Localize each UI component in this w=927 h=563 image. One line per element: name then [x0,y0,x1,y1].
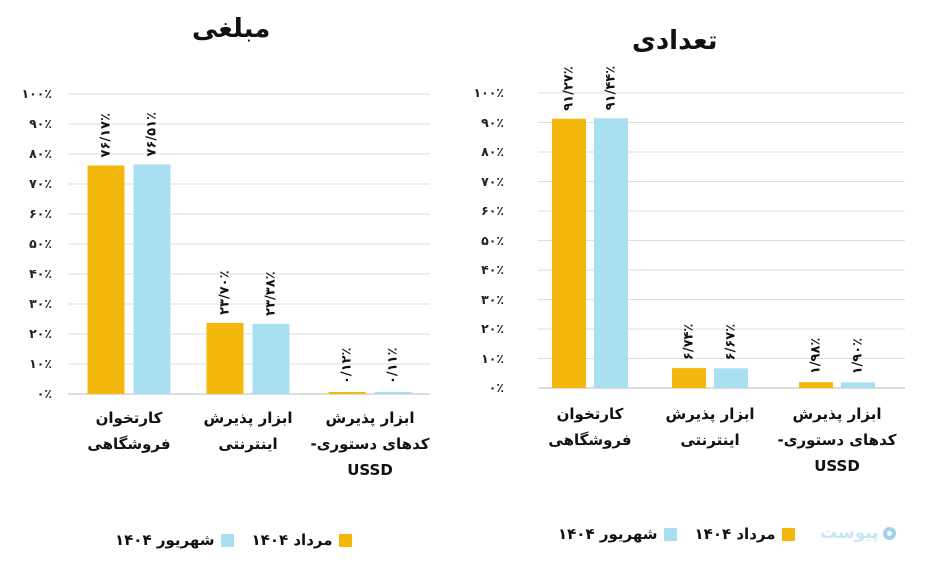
y-tick-label: ۹۰٪ [29,116,52,131]
chart-title: مبلغی [192,14,271,44]
y-tick-label: ۰٪ [488,380,504,395]
chart-plot: ۷۶/۱۷٪ ۷۶/۵۱٪ ۲۳/۷۰٪ ۲۳/۳۸٪ ۰/۱۲٪ ۰/۱۱٪ [68,93,430,395]
legend: مرداد ۱۴۰۴ شهریور ۱۴۰۴ [558,525,795,543]
bar [594,118,628,388]
category-label: کارتخوان فروشگاهی [69,405,189,457]
bar [672,368,706,388]
legend-item-series-2: شهریور ۱۴۰۴ [115,531,234,549]
data-label: ۲۳/۳۸٪ [264,271,279,315]
data-label: ۹۱/۴۴٪ [604,66,619,110]
legend-label: مرداد ۱۴۰۴ [251,531,333,549]
legend-swatch [663,527,677,541]
legend-item-series-1: مرداد ۱۴۰۴ [695,525,795,543]
category-label-line: ابزار پذیرش [325,409,415,427]
category-label-line: ابزار پذیرش [665,405,755,423]
legend-swatch [220,533,234,547]
y-tick-label: ۳۰٪ [481,291,504,307]
y-tick-label: ۷۰٪ [29,176,52,191]
legend: مرداد ۱۴۰۴ شهریور ۱۴۰۴ [115,531,352,549]
y-tick-label: ۱۰۰٪ [473,85,504,100]
watermark-text: پیوست [820,523,879,543]
data-label: ۲۳/۷۰٪ [218,270,233,314]
category-label-line: USSD [347,461,393,479]
y-tick-label: ۴۰٪ [481,262,504,277]
y-tick-label: ۱۰٪ [481,350,504,366]
y-tick-label: ۰٪ [36,386,52,401]
bar [552,118,586,388]
data-label: ۰/۱۱٪ [386,347,401,384]
category-label: کارتخوان فروشگاهی [530,401,650,453]
category-label: ابزار پذیرش کدهای دستوری- USSD [777,401,897,479]
chart-amount: مبلغی ۰٪ ۱۰٪ ۲۰٪ ۳۰٪ ۴۰٪ ۵۰٪ ۶۰٪ ۷۰٪ ۸۰٪ ۹۰٪ ۱۰۰٪ … [0,0,460,563]
y-tick-label: ۶۰٪ [481,203,504,218]
y-tick-label: ۸۰٪ [29,146,52,161]
chart-count: تعدادی ۰٪ ۱۰٪ ۲۰٪ ۳۰٪ ۴۰٪ ۵۰٪ ۶۰٪ ۷۰٪ ۸۰٪ ۹۰٪ ۱۰۰٪… [460,0,927,563]
chart-plot: ۹۱/۲۷٪ ۹۱/۴۴٪ ۶/۷۴٪ ۶/۶۷٪ ۱/۹۸٪ ۱/۹۰٪ [538,66,905,389]
data-label: ۰/۱۲٪ [340,347,355,384]
category-label: ابزار پذیرش کدهای دستوری- USSD [310,405,430,483]
y-tick-label: ۳۰٪ [29,296,52,311]
bar [841,382,875,388]
category-label: ابزار پذیرش اینترنتی [188,405,308,457]
category-label-line: ابزار پذیرش [792,405,882,423]
legend-item-series-1: مرداد ۱۴۰۴ [252,531,352,549]
category-label-line: USSD [814,457,860,475]
data-label: ۱/۹۰٪ [851,338,866,375]
category-label: ابزار پذیرش اینترنتی [650,401,770,453]
y-tick-label: ۱۰۰٪ [21,86,52,101]
y-tick-label: ۶۰٪ [29,206,52,221]
data-label: ۷۶/۱۷٪ [99,113,114,157]
bar [206,322,244,394]
legend-label: شهریور ۱۴۰۴ [558,525,658,543]
bar [799,382,833,388]
data-label: ۶/۶۷٪ [724,324,739,361]
bar [714,368,748,388]
legend-label: شهریور ۱۴۰۴ [115,531,215,549]
y-tick-label: ۲۰٪ [481,321,504,336]
category-label-line: کدهای دستوری- [777,431,897,449]
y-tick-label: ۱۰٪ [29,356,52,371]
y-tick-label: ۲۰٪ [29,326,52,341]
legend-swatch [781,527,795,541]
category-label-line: فروشگاهی [87,435,171,453]
data-label: ۶/۷۴٪ [682,324,697,361]
bar [374,392,412,394]
legend-swatch [338,533,352,547]
data-label: ۱/۹۸٪ [809,338,824,375]
category-label-line: کارتخوان [556,405,624,423]
watermark-logo: پیوست [820,523,896,543]
y-tick-label: ۴۰٪ [29,266,52,281]
data-label: ۷۶/۵۱٪ [145,112,160,156]
y-tick-label: ۵۰٪ [481,232,504,248]
piyvast-logo-icon [882,526,896,540]
category-label-line: کارتخوان [95,409,163,427]
category-label-line: کدهای دستوری- [310,435,430,453]
category-label-line: ابزار پذیرش [203,409,293,427]
chart-title: تعدادی [632,26,718,56]
category-label-line: فروشگاهی [548,431,632,449]
y-tick-label: ۷۰٪ [481,173,504,189]
legend-label: مرداد ۱۴۰۴ [694,525,776,543]
category-label-line: اینترنتی [218,435,278,453]
bar [133,164,171,394]
y-tick-label: ۸۰٪ [481,144,504,159]
y-tick-label: ۹۰٪ [481,114,504,130]
y-tick-label: ۵۰٪ [29,236,52,251]
bar [252,323,290,394]
data-label: ۹۱/۲۷٪ [562,66,577,110]
bar [87,165,125,394]
category-label-line: اینترنتی [680,431,740,449]
legend-item-series-2: شهریور ۱۴۰۴ [558,525,677,543]
bar [328,392,366,394]
